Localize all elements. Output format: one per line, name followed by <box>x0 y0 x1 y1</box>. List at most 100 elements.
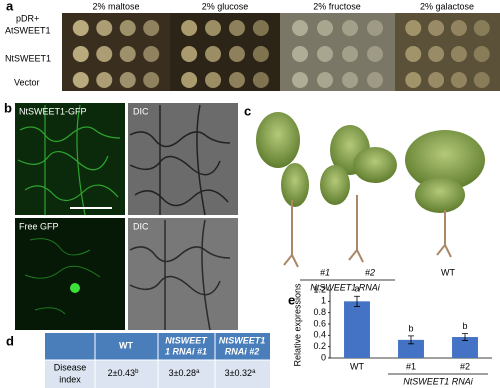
colony-spot <box>181 72 198 88</box>
x-tick-label: #2 <box>460 361 470 371</box>
cell-sup: b <box>135 369 139 375</box>
condition-label: 2% maltose <box>92 1 139 11</box>
header-cell: WT <box>119 340 133 350</box>
cell-outline <box>129 104 231 216</box>
colony-spot <box>405 46 422 62</box>
colony-spot <box>119 20 136 36</box>
colony-spot <box>96 46 113 62</box>
cell-sup: a <box>196 369 200 375</box>
colony-spot <box>205 20 222 36</box>
colony-spot <box>317 46 333 62</box>
colony-spot <box>252 20 269 36</box>
colony-spot <box>228 20 245 36</box>
significance-label: b <box>408 323 413 333</box>
row-label: NtSWEET1 <box>5 53 51 63</box>
colony-spot <box>317 72 333 88</box>
cell-outline <box>17 104 121 216</box>
colony-spot <box>428 20 445 36</box>
colony-spot <box>317 20 333 36</box>
image <box>15 218 125 330</box>
colony-spot <box>342 72 358 88</box>
colony-spot <box>143 20 160 36</box>
colony-spot <box>72 72 89 88</box>
x-tick-label: #1 <box>406 361 416 371</box>
y-tick-label: 0.4 <box>313 330 326 340</box>
row-label: Disease <box>54 362 87 372</box>
y-tick-label: 0.8 <box>313 307 326 317</box>
image <box>128 103 238 215</box>
colony-spot <box>342 46 358 62</box>
colony-spot <box>405 72 422 88</box>
colony-spot <box>473 20 490 36</box>
significance-label: b <box>462 321 467 331</box>
colony-spot <box>342 20 358 36</box>
panel-label: c <box>244 103 251 118</box>
header-cell: 1 RNAi #1 <box>165 346 207 356</box>
cell-sup: a <box>252 369 256 375</box>
panel-label: d <box>6 333 14 348</box>
image-label: DIC <box>133 221 149 231</box>
y-tick-label: 1.2 <box>313 284 326 294</box>
header-cell: RNAi #2 <box>225 346 260 356</box>
colony-spot <box>405 20 422 36</box>
colony-spot <box>292 20 308 36</box>
colony-spot <box>473 72 490 88</box>
colony-spot <box>292 46 308 62</box>
panel-label: e <box>288 292 295 307</box>
y-tick-label: 0 <box>321 352 326 362</box>
table-cell: 2±0.43b <box>108 368 139 378</box>
colony-spot <box>96 20 113 36</box>
cell-outline <box>129 219 231 331</box>
table-cell: 3±0.28a <box>169 368 200 378</box>
y-tick-label: 0.6 <box>313 318 326 328</box>
colony-spot <box>450 72 467 88</box>
plant-label: WT <box>441 267 455 277</box>
cell-value: 2±0.43 <box>108 368 135 378</box>
header-cell: NtSWEET <box>165 335 208 345</box>
colony-spot <box>228 46 245 62</box>
panel-label: a <box>6 0 14 13</box>
colony-spot <box>367 20 383 36</box>
vector-label: pDR+ <box>16 13 39 23</box>
colony-spot <box>205 72 222 88</box>
colony-spot <box>228 72 245 88</box>
bar <box>398 339 424 358</box>
row-label: Vector <box>14 77 40 87</box>
colony-spot <box>181 46 198 62</box>
image-label: Free GFP <box>19 221 59 231</box>
y-axis-title: Relative expressions <box>292 283 302 367</box>
plant-photo <box>256 112 485 268</box>
table-cell: 3±0.32a <box>225 368 256 378</box>
colony-spot <box>428 46 445 62</box>
cell-value: 3±0.28 <box>169 368 196 378</box>
image-label: NtSWEET1-GFP <box>19 106 87 116</box>
colony-spot <box>143 46 160 62</box>
plant-label: #2 <box>365 267 375 277</box>
colony-spot <box>181 20 198 36</box>
error-bar <box>354 295 360 307</box>
colony-spot <box>119 46 136 62</box>
nucleus <box>70 283 80 293</box>
colony-spot <box>450 20 467 36</box>
colony-spot <box>292 72 308 88</box>
colony-spot <box>428 72 445 88</box>
bar <box>344 301 370 358</box>
cell-value: 3±0.32 <box>225 368 252 378</box>
error-bar <box>462 333 468 341</box>
colony-spot <box>205 46 222 62</box>
condition-label: 2% glucose <box>202 1 249 11</box>
y-tick-label: 1 <box>321 296 326 306</box>
colony-spot <box>72 20 89 36</box>
colony-spot <box>473 46 490 62</box>
table-border <box>45 333 270 388</box>
colony-spot <box>367 46 383 62</box>
colony-spot <box>96 72 113 88</box>
row-label: index <box>59 374 81 384</box>
panel-label: b <box>4 100 12 115</box>
header-cell: NtSWEET1 <box>219 335 266 345</box>
colony-spot <box>119 72 136 88</box>
colony-spot <box>367 72 383 88</box>
colony-spot <box>143 72 160 88</box>
colony-spot <box>252 46 269 62</box>
